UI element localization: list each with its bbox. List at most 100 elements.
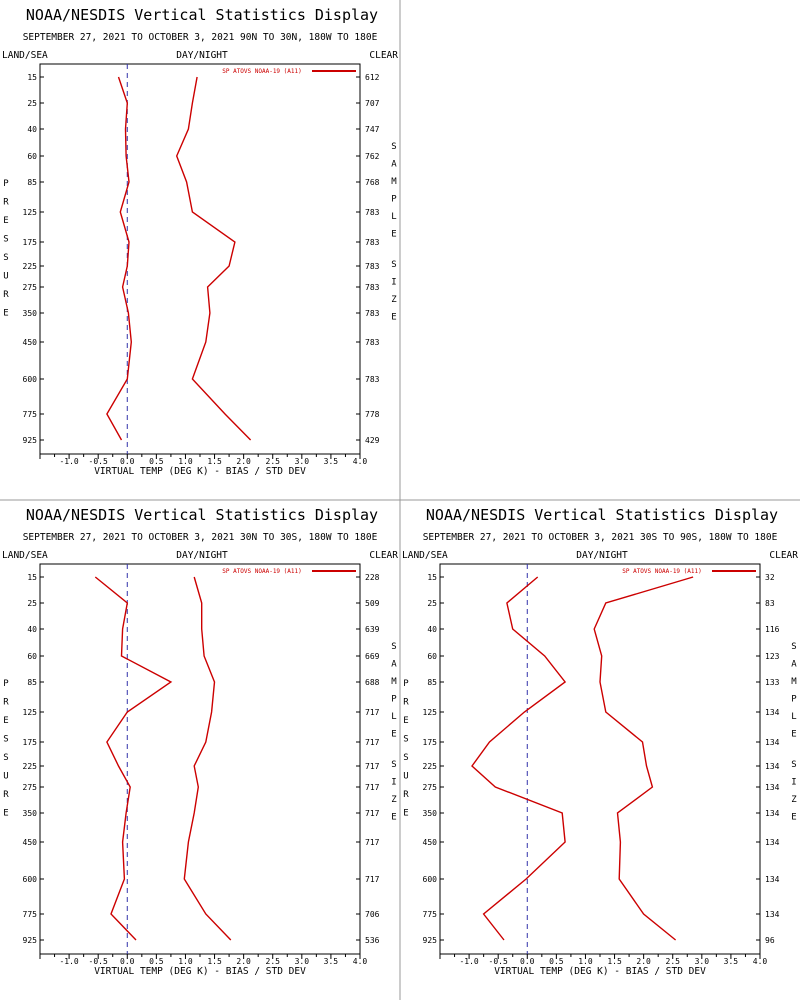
sample-size-axis-label-char: M bbox=[391, 677, 397, 687]
sample-size-label: 717 bbox=[365, 762, 380, 771]
sample-size-label: 228 bbox=[365, 573, 380, 582]
pressure-level-label: 125 bbox=[23, 708, 38, 717]
pressure-level-label: 350 bbox=[23, 309, 38, 318]
sample-size-axis-label-char: A bbox=[791, 660, 797, 670]
sample-size-label: 116 bbox=[765, 625, 780, 634]
y-axis-label-char: S bbox=[403, 735, 408, 745]
x-tick-label: 3.5 bbox=[324, 957, 339, 966]
sample-size-axis-label-char: L bbox=[791, 712, 796, 722]
sample-size-label: 717 bbox=[365, 809, 380, 818]
x-tick-label: 0.0 bbox=[120, 957, 135, 966]
y-axis-label-char: R bbox=[3, 198, 9, 208]
chart-subtitle: SEPTEMBER 27, 2021 TO OCTOBER 3, 2021 90… bbox=[23, 32, 378, 43]
sample-size-label: 717 bbox=[365, 875, 380, 884]
y-axis-label-char: P bbox=[3, 679, 9, 689]
y-axis-label-char: E bbox=[403, 809, 408, 819]
pressure-level-label: 275 bbox=[23, 783, 38, 792]
sample-size-axis-label-char: L bbox=[391, 712, 396, 722]
land-sea-label: LAND/SEA bbox=[2, 50, 48, 61]
bias-series-line bbox=[471, 576, 567, 941]
x-tick-label: 4.0 bbox=[753, 957, 768, 966]
day-night-label: DAY/NIGHT bbox=[176, 550, 228, 561]
x-tick-label: 2.0 bbox=[636, 957, 651, 966]
sample-size-axis-label-char: E bbox=[391, 230, 396, 240]
chart-subtitle: SEPTEMBER 27, 2021 TO OCTOBER 3, 2021 30… bbox=[423, 532, 778, 543]
sample-size-axis-label-char: I bbox=[391, 778, 396, 788]
sample-size-label: 134 bbox=[765, 809, 780, 818]
x-tick-label: 2.0 bbox=[236, 457, 251, 466]
sample-size-axis-label-char: S bbox=[391, 642, 396, 652]
x-tick-label: 1.0 bbox=[178, 957, 193, 966]
y-axis-label-char: E bbox=[3, 309, 8, 319]
y-axis-label-char: R bbox=[403, 790, 409, 800]
x-tick-label: -1.0 bbox=[59, 457, 78, 466]
sample-size-label: 783 bbox=[365, 283, 380, 292]
pressure-level-label: 775 bbox=[23, 910, 38, 919]
sample-size-axis-label-char: S bbox=[391, 260, 396, 270]
sample-size-axis-label-char: Z bbox=[791, 795, 797, 805]
sample-size-label: 133 bbox=[765, 678, 780, 687]
y-axis-label-char: S bbox=[3, 235, 8, 245]
sample-size-label: 134 bbox=[765, 838, 780, 847]
pressure-level-label: 25 bbox=[27, 599, 37, 608]
sample-size-axis-label-char: A bbox=[391, 660, 397, 670]
y-axis-label-char: P bbox=[403, 679, 409, 689]
pressure-level-label: 350 bbox=[423, 809, 438, 818]
pressure-level-label: 85 bbox=[27, 678, 37, 687]
sample-size-label: 536 bbox=[365, 936, 380, 945]
sample-size-axis-label-char: P bbox=[391, 695, 397, 705]
chart-title: NOAA/NESDIS Vertical Statistics Display bbox=[26, 506, 378, 524]
bias-series-line bbox=[94, 576, 173, 941]
pressure-level-label: 15 bbox=[27, 573, 37, 582]
std-dev-series-line bbox=[183, 576, 232, 941]
bias-series-line bbox=[106, 76, 133, 441]
pressure-level-label: 125 bbox=[423, 708, 438, 717]
pressure-level-label: 15 bbox=[27, 73, 37, 82]
clear-label: CLEAR bbox=[769, 550, 798, 561]
sample-size-label: 762 bbox=[365, 152, 380, 161]
x-tick-label: 3.5 bbox=[324, 457, 339, 466]
chart-panel-1: NOAA/NESDIS Vertical Statistics Display S… bbox=[2, 6, 398, 477]
pressure-level-label: 125 bbox=[23, 208, 38, 217]
sample-size-label: 123 bbox=[765, 652, 780, 661]
pressure-level-label: 85 bbox=[427, 678, 437, 687]
y-axis-label-char: U bbox=[403, 772, 408, 782]
pressure-level-label: 25 bbox=[427, 599, 437, 608]
chart-title: NOAA/NESDIS Vertical Statistics Display bbox=[26, 6, 378, 24]
clear-label: CLEAR bbox=[369, 550, 398, 561]
x-tick-label: 0.5 bbox=[149, 457, 164, 466]
pressure-level-label: 925 bbox=[23, 436, 38, 445]
chart-panel-2: NOAA/NESDIS Vertical Statistics Display S… bbox=[2, 506, 398, 977]
sample-size-axis-label-char: Z bbox=[391, 795, 397, 805]
clear-label: CLEAR bbox=[369, 50, 398, 61]
sample-size-label: 717 bbox=[365, 838, 380, 847]
x-tick-label: 4.0 bbox=[353, 457, 368, 466]
sample-size-label: 783 bbox=[365, 309, 380, 318]
sample-size-label: 32 bbox=[765, 573, 775, 582]
y-axis-label-char: P bbox=[3, 179, 9, 189]
x-tick-label: -1.0 bbox=[459, 957, 478, 966]
pressure-level-label: 275 bbox=[423, 783, 438, 792]
x-tick-label: -0.5 bbox=[89, 457, 108, 466]
pressure-level-label: 600 bbox=[423, 875, 438, 884]
y-axis-label-char: S bbox=[3, 753, 8, 763]
pressure-level-label: 40 bbox=[27, 125, 37, 134]
x-tick-label: 0.0 bbox=[120, 457, 135, 466]
sample-size-label: 688 bbox=[365, 678, 380, 687]
y-axis-label-char: S bbox=[403, 753, 408, 763]
sample-size-axis-label-char: I bbox=[791, 778, 796, 788]
sample-size-axis-label-char: S bbox=[791, 760, 796, 770]
pressure-level-label: 40 bbox=[427, 625, 437, 634]
pressure-level-label: 450 bbox=[423, 838, 438, 847]
y-axis-label-char: S bbox=[3, 735, 8, 745]
x-tick-label: 4.0 bbox=[353, 957, 368, 966]
sample-size-label: 134 bbox=[765, 910, 780, 919]
sample-size-axis-label-char: E bbox=[391, 730, 396, 740]
y-axis-label-char: E bbox=[3, 809, 8, 819]
sample-size-label: 717 bbox=[365, 783, 380, 792]
day-night-label: DAY/NIGHT bbox=[176, 50, 228, 61]
sample-size-axis-label-char: P bbox=[391, 195, 397, 205]
land-sea-label: LAND/SEA bbox=[2, 550, 48, 561]
x-tick-label: 1.5 bbox=[207, 957, 222, 966]
legend-label: SP ATOVS NOAA-19 (A11) bbox=[222, 568, 301, 575]
